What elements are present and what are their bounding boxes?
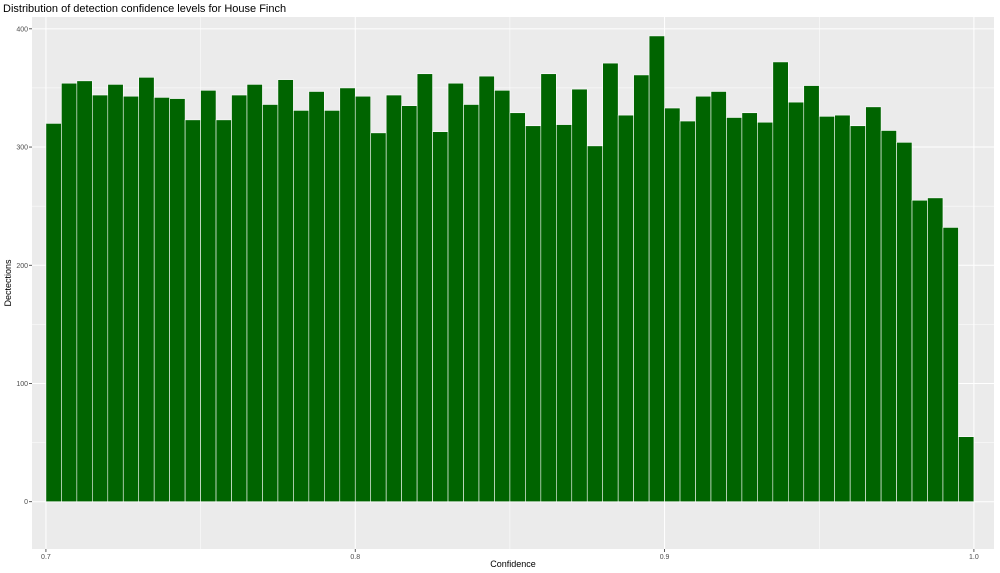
histogram-bar [586,145,604,503]
histogram-bar [540,73,557,503]
x-tick-label: 0.9 [660,554,670,561]
histogram-bar [911,199,928,503]
histogram-bar [494,89,511,503]
histogram-bar [865,106,882,503]
histogram-bar [122,95,140,503]
y-axis-ticks: 0 100 200 300 400 [16,26,32,506]
histogram-bar [741,112,758,503]
histogram-bar [509,112,526,503]
histogram-bar [92,94,109,503]
bars [45,35,975,503]
histogram-bar [370,132,387,503]
histogram-bar [231,94,248,503]
histogram-bar [803,85,820,503]
x-tick-label: 1.0 [969,554,979,561]
histogram-bar [401,105,418,503]
y-tick-label: 300 [16,145,28,152]
histogram-bar [432,131,449,503]
histogram-bar [695,95,712,503]
x-axis-label: Confidence [490,559,536,569]
y-axis-label: Dectections [3,259,13,307]
histogram-bar [772,61,789,503]
x-tick-label: 0.8 [350,554,360,561]
histogram-bar [834,114,851,503]
histogram-bar [61,82,78,503]
histogram-bar [463,104,480,503]
histogram-bar [308,91,325,503]
histogram-bar [339,87,356,503]
histogram-bar [277,79,294,503]
histogram-bar [215,119,232,503]
histogram-bar [787,101,805,503]
histogram-bar [757,121,774,503]
histogram-bar [385,94,402,503]
x-tick-label: 0.7 [41,554,51,561]
histogram-bar [169,98,186,503]
histogram-bar [617,114,634,503]
y-tick-label: 100 [16,381,28,388]
histogram-bar [447,82,464,503]
histogram-bar [849,125,866,503]
histogram-bar [942,227,959,503]
histogram-bar [262,104,279,503]
histogram-bar [571,88,588,503]
histogram-bar [896,142,913,503]
histogram-bar [354,95,372,503]
histogram-bar [293,110,310,503]
histogram-bar [525,125,542,503]
histogram-bar [416,73,433,503]
histogram-bar [200,89,217,503]
histogram-bar [324,110,341,503]
histogram-bar [138,76,155,503]
y-tick-label: 200 [16,263,28,270]
histogram-bar [958,436,975,503]
histogram-bar [45,123,62,503]
histogram-bar [602,62,619,503]
histogram-bar [184,119,201,503]
histogram-bar [679,120,696,503]
histogram-bar [710,91,727,503]
histogram-bar [153,97,170,503]
y-tick-label: 0 [24,499,28,506]
histogram-bar [246,84,263,503]
chart-title: Distribution of detection confidence lev… [3,3,286,15]
histogram-bar [107,84,124,503]
histogram-bar [648,35,665,503]
histogram-bar [633,74,650,503]
histogram-bar [664,107,681,503]
y-tick-label: 400 [16,26,28,33]
histogram-bar [726,117,743,503]
histogram-bar [927,197,944,503]
histogram-bar [880,130,897,503]
x-axis-ticks: 0.7 0.8 0.9 1.0 [41,549,979,561]
histogram-bar [478,75,495,503]
histogram-bar [818,116,835,503]
histogram-bar [76,80,93,503]
histogram-bar [556,124,573,503]
